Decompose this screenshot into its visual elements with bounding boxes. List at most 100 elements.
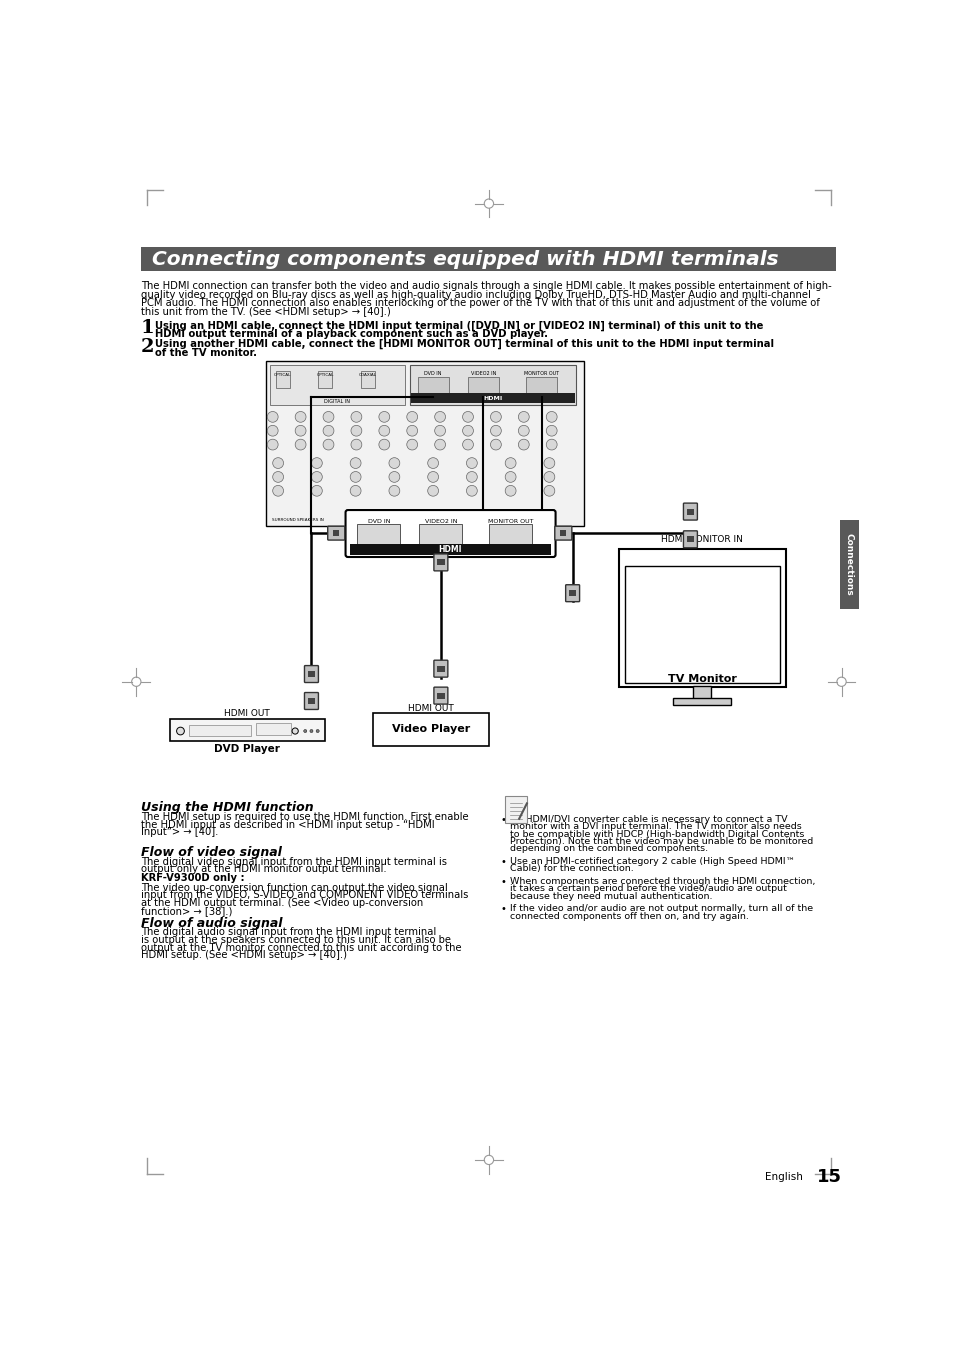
- Text: is output at the speakers connected to this unit. It can also be: is output at the speakers connected to t…: [141, 936, 451, 945]
- Circle shape: [505, 458, 516, 468]
- Circle shape: [378, 439, 390, 450]
- Text: monitor with a DVI input terminal. The TV monitor also needs: monitor with a DVI input terminal. The T…: [509, 822, 801, 832]
- Circle shape: [350, 486, 360, 497]
- Text: TV Monitor: TV Monitor: [667, 675, 736, 684]
- Circle shape: [435, 425, 445, 436]
- Text: OPTICAL: OPTICAL: [316, 373, 334, 377]
- FancyBboxPatch shape: [672, 698, 731, 705]
- FancyBboxPatch shape: [559, 531, 566, 536]
- Circle shape: [490, 439, 500, 450]
- Text: connected components off then on, and try again.: connected components off then on, and tr…: [509, 911, 748, 921]
- Text: Flow of audio signal: Flow of audio signal: [141, 917, 282, 930]
- Circle shape: [427, 486, 438, 497]
- Text: depending on the combined components.: depending on the combined components.: [509, 844, 707, 853]
- Circle shape: [466, 471, 476, 482]
- Circle shape: [378, 425, 390, 436]
- Text: 1: 1: [141, 319, 154, 338]
- FancyBboxPatch shape: [307, 698, 315, 705]
- Text: HDMI output terminal of a playback component such as a DVD player.: HDMI output terminal of a playback compo…: [154, 329, 547, 339]
- Text: MONITOR OUT: MONITOR OUT: [487, 520, 533, 524]
- Text: at the HDMI output terminal. (See <Video up-conversion: at the HDMI output terminal. (See <Video…: [141, 898, 423, 909]
- Circle shape: [406, 412, 417, 423]
- Circle shape: [315, 729, 319, 733]
- Circle shape: [273, 458, 283, 468]
- FancyBboxPatch shape: [686, 536, 694, 543]
- Circle shape: [378, 412, 390, 423]
- Circle shape: [351, 425, 361, 436]
- FancyBboxPatch shape: [275, 371, 290, 387]
- Circle shape: [351, 439, 361, 450]
- Circle shape: [311, 471, 322, 482]
- Text: output only at the HDMI monitor output terminal.: output only at the HDMI monitor output t…: [141, 864, 386, 875]
- FancyBboxPatch shape: [505, 796, 526, 822]
- FancyBboxPatch shape: [525, 377, 557, 397]
- FancyBboxPatch shape: [141, 247, 835, 271]
- FancyBboxPatch shape: [345, 510, 555, 558]
- Circle shape: [543, 486, 555, 497]
- FancyBboxPatch shape: [436, 559, 444, 566]
- Circle shape: [462, 425, 473, 436]
- Circle shape: [176, 728, 184, 734]
- FancyBboxPatch shape: [360, 371, 375, 387]
- Text: the HDMI input as described in <HDMI input setup - “HDMI: the HDMI input as described in <HDMI inp…: [141, 819, 435, 830]
- Circle shape: [546, 412, 557, 423]
- Circle shape: [435, 412, 445, 423]
- Circle shape: [311, 486, 322, 497]
- Text: PCM audio. The HDMI connection also enables interlocking of the power of the TV : PCM audio. The HDMI connection also enab…: [141, 298, 819, 308]
- Circle shape: [427, 458, 438, 468]
- Circle shape: [543, 471, 555, 482]
- FancyBboxPatch shape: [565, 585, 579, 602]
- Text: HDMI setup. (See <HDMI setup> → [40].): HDMI setup. (See <HDMI setup> → [40].): [141, 950, 347, 960]
- Text: English: English: [764, 1172, 802, 1181]
- FancyBboxPatch shape: [468, 377, 498, 397]
- Text: input from the VIDEO, S-VIDEO and COMPONENT VIDEO terminals: input from the VIDEO, S-VIDEO and COMPON…: [141, 891, 468, 900]
- Text: 15: 15: [816, 1168, 841, 1185]
- Circle shape: [273, 471, 283, 482]
- Circle shape: [546, 439, 557, 450]
- Circle shape: [267, 425, 278, 436]
- FancyBboxPatch shape: [307, 671, 315, 678]
- FancyBboxPatch shape: [304, 666, 318, 683]
- FancyBboxPatch shape: [618, 548, 785, 687]
- Text: •: •: [500, 878, 506, 887]
- FancyBboxPatch shape: [434, 687, 447, 705]
- FancyBboxPatch shape: [682, 504, 697, 520]
- FancyBboxPatch shape: [410, 364, 576, 405]
- Text: Using another HDMI cable, connect the [HDMI MONITOR OUT] terminal of this unit t: Using another HDMI cable, connect the [H…: [154, 339, 773, 350]
- Circle shape: [546, 425, 557, 436]
- Text: of the TV monitor.: of the TV monitor.: [154, 347, 256, 358]
- Text: Using the HDMI function: Using the HDMI function: [141, 801, 314, 814]
- Circle shape: [466, 486, 476, 497]
- Text: Protection). Note that the video may be unable to be monitored: Protection). Note that the video may be …: [509, 837, 812, 846]
- Text: •: •: [500, 904, 506, 914]
- Text: •: •: [500, 815, 506, 825]
- Circle shape: [517, 412, 529, 423]
- Text: The digital video signal input from the HDMI input terminal is: The digital video signal input from the …: [141, 856, 447, 867]
- FancyBboxPatch shape: [328, 526, 344, 540]
- Circle shape: [406, 439, 417, 450]
- Circle shape: [517, 425, 529, 436]
- FancyBboxPatch shape: [418, 524, 461, 547]
- Circle shape: [505, 471, 516, 482]
- FancyBboxPatch shape: [350, 544, 550, 555]
- Circle shape: [490, 412, 500, 423]
- Text: quality video recorded on Blu-ray discs as well as high-quality audio including : quality video recorded on Blu-ray discs …: [141, 290, 810, 300]
- Text: because they need mutual authentication.: because they need mutual authentication.: [509, 891, 712, 900]
- Text: VIDEO2 IN: VIDEO2 IN: [471, 371, 496, 377]
- FancyBboxPatch shape: [434, 660, 447, 678]
- FancyBboxPatch shape: [434, 554, 447, 571]
- Circle shape: [310, 729, 313, 733]
- Text: The HDMI setup is required to use the HDMI function. First enable: The HDMI setup is required to use the HD…: [141, 811, 468, 822]
- FancyBboxPatch shape: [692, 686, 711, 699]
- FancyBboxPatch shape: [555, 526, 571, 540]
- FancyBboxPatch shape: [356, 524, 399, 547]
- Text: Flow of video signal: Flow of video signal: [141, 845, 281, 859]
- Circle shape: [466, 458, 476, 468]
- Circle shape: [389, 471, 399, 482]
- Circle shape: [389, 458, 399, 468]
- Circle shape: [350, 471, 360, 482]
- Text: An HDMI/DVI converter cable is necessary to connect a TV: An HDMI/DVI converter cable is necessary…: [509, 815, 786, 824]
- Circle shape: [351, 412, 361, 423]
- Text: MONITOR OUT: MONITOR OUT: [523, 371, 558, 377]
- Circle shape: [294, 412, 306, 423]
